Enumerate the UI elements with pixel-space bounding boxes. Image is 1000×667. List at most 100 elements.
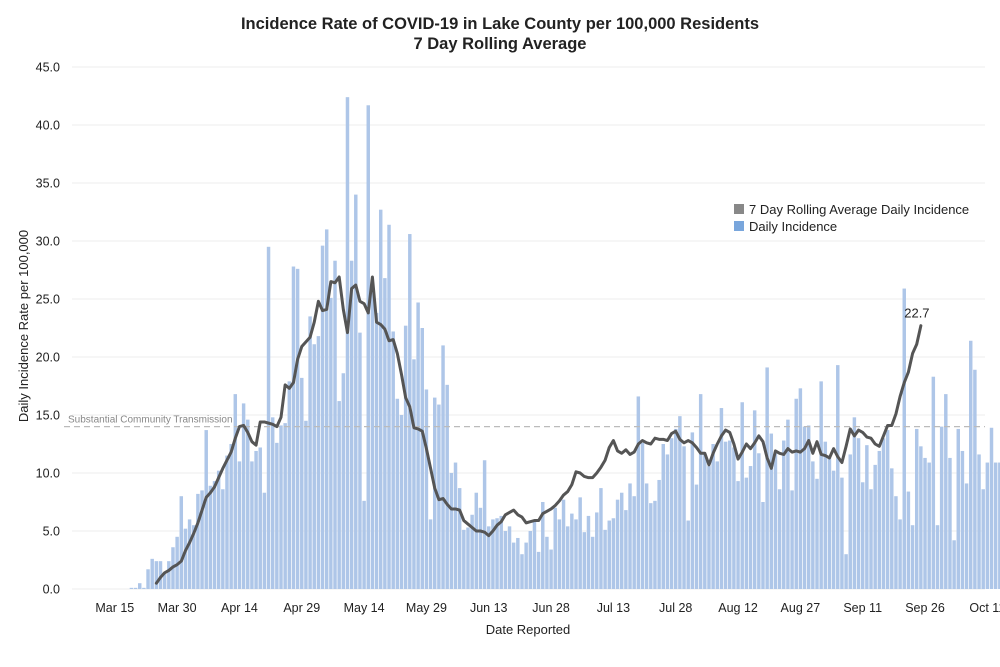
daily-incidence-bar — [179, 496, 184, 589]
daily-incidence-bar — [150, 558, 154, 589]
daily-incidence-bar — [607, 520, 611, 589]
daily-incidence-bar — [827, 455, 832, 589]
legend-item-daily-incidence[interactable]: Daily Incidence — [734, 219, 837, 234]
daily-incidence-bar — [275, 442, 279, 589]
daily-incidence-bar — [246, 419, 250, 589]
x-tick-label: Jun 28 — [532, 601, 570, 615]
daily-incidence-bar — [836, 365, 840, 589]
daily-incidence-bar — [545, 536, 549, 589]
daily-incidence-bar — [528, 531, 533, 589]
daily-incidence-bar — [158, 561, 163, 589]
daily-incidence-bar — [715, 461, 720, 589]
daily-incidence-bar — [329, 297, 333, 589]
daily-incidence-bar — [931, 376, 936, 589]
daily-incidence-bar — [653, 500, 657, 589]
daily-incidence-bar — [723, 441, 728, 589]
daily-incidence-bar — [374, 312, 379, 589]
reference-line-label: Substantial Community Transmission — [68, 415, 233, 426]
daily-incidence-bar — [636, 396, 641, 589]
daily-incidence-bar — [449, 473, 454, 589]
daily-incidence-bar — [711, 444, 715, 589]
daily-incidence-bar — [383, 278, 387, 589]
daily-incidence-bar — [462, 529, 466, 589]
x-tick-label: Jul 13 — [597, 601, 630, 615]
daily-incidence-bar — [640, 442, 645, 589]
x-tick-label: Mar 30 — [158, 601, 197, 615]
daily-incidence-bar — [470, 514, 474, 589]
daily-incidence-bar — [466, 527, 470, 589]
daily-incidence-bar — [831, 470, 836, 589]
daily-incidence-bar — [491, 519, 495, 589]
daily-incidence-bar — [503, 531, 508, 589]
daily-incidence-bar — [445, 384, 449, 589]
daily-incidence-bar — [952, 540, 956, 589]
daily-incidence-bar — [304, 420, 308, 589]
daily-incidence-bar — [208, 485, 213, 589]
daily-incidence-bar — [599, 488, 603, 589]
daily-incidence-bar — [595, 512, 599, 589]
x-axis-title: Date Reported — [486, 622, 571, 637]
daily-incidence-bar — [744, 477, 749, 589]
legend-swatch-daily-incidence — [734, 221, 744, 231]
daily-incidence-bar — [877, 450, 882, 589]
daily-incidence-bar — [728, 440, 732, 589]
daily-incidence-bar — [366, 105, 370, 589]
daily-incidence-bar — [362, 500, 366, 589]
daily-incidence-bar — [964, 483, 969, 589]
legend-item-rolling-average[interactable]: 7 Day Rolling Average Daily Incidence — [734, 202, 969, 217]
daily-incidence-bar — [341, 373, 346, 589]
daily-incidence-bar — [902, 288, 906, 589]
daily-incidence-bar — [686, 520, 690, 589]
daily-incidence-bar — [582, 532, 587, 589]
daily-incidence-bar — [719, 408, 724, 589]
daily-incidence-bar — [333, 260, 337, 589]
daily-incidence-bar — [412, 359, 416, 589]
daily-incidence-bar — [869, 489, 873, 589]
daily-incidence-bar — [811, 461, 815, 589]
daily-incidence-bar — [183, 528, 188, 589]
daily-incidence-bar — [661, 444, 665, 589]
daily-incidence-bar — [495, 518, 499, 589]
daily-incidence-bar — [487, 526, 491, 589]
y-tick-label: 0.0 — [43, 583, 60, 597]
daily-incidence-bar — [802, 426, 807, 589]
daily-incidence-bar — [441, 345, 445, 589]
daily-incidence-bar — [840, 477, 844, 589]
daily-incidence-bar — [856, 438, 861, 589]
daily-incidence-bar — [474, 492, 479, 589]
daily-incidence-bar — [782, 440, 786, 589]
daily-incidence-bar — [898, 519, 902, 589]
daily-incidence-bar — [919, 446, 923, 589]
daily-incidence-bar — [748, 466, 753, 589]
x-tick-label: Sep 11 — [843, 601, 882, 615]
daily-incidence-bar — [337, 401, 341, 589]
daily-incidence-bar — [690, 432, 695, 589]
daily-incidence-bar — [977, 454, 981, 589]
legend-label-rolling-average: 7 Day Rolling Average Daily Incidence — [749, 202, 969, 217]
daily-incidence-bar — [395, 398, 400, 589]
x-tick-label: May 29 — [406, 601, 447, 615]
daily-incidence-bar — [287, 381, 292, 589]
daily-incidence-bar — [154, 561, 159, 589]
daily-incidence-bar — [956, 428, 960, 589]
daily-incidence-bar — [300, 377, 304, 589]
x-tick-label: Apr 14 — [221, 601, 258, 615]
x-tick-label: Aug 12 — [718, 601, 758, 615]
daily-incidence-bar — [823, 441, 828, 589]
daily-incidence-bar — [216, 470, 221, 589]
daily-incidence-bar — [765, 367, 769, 589]
daily-incidence-bar — [665, 454, 670, 589]
daily-incidence-bar — [378, 209, 383, 589]
y-tick-label: 35.0 — [36, 177, 60, 191]
daily-incidence-bar — [308, 316, 312, 589]
daily-incidence-bar — [511, 542, 516, 589]
daily-incidence-bar — [757, 453, 761, 589]
y-tick-label: 25.0 — [36, 293, 60, 307]
y-axis-title: Daily Incidence Rate per 100,000 — [16, 230, 31, 422]
daily-incidence-bar — [698, 394, 703, 589]
legend-label-daily-incidence: Daily Incidence — [749, 219, 837, 234]
daily-incidence-bar — [349, 260, 354, 589]
daily-incidence-bar — [549, 549, 553, 589]
daily-incidence-bar — [320, 245, 325, 589]
daily-incidence-bar — [233, 394, 238, 589]
